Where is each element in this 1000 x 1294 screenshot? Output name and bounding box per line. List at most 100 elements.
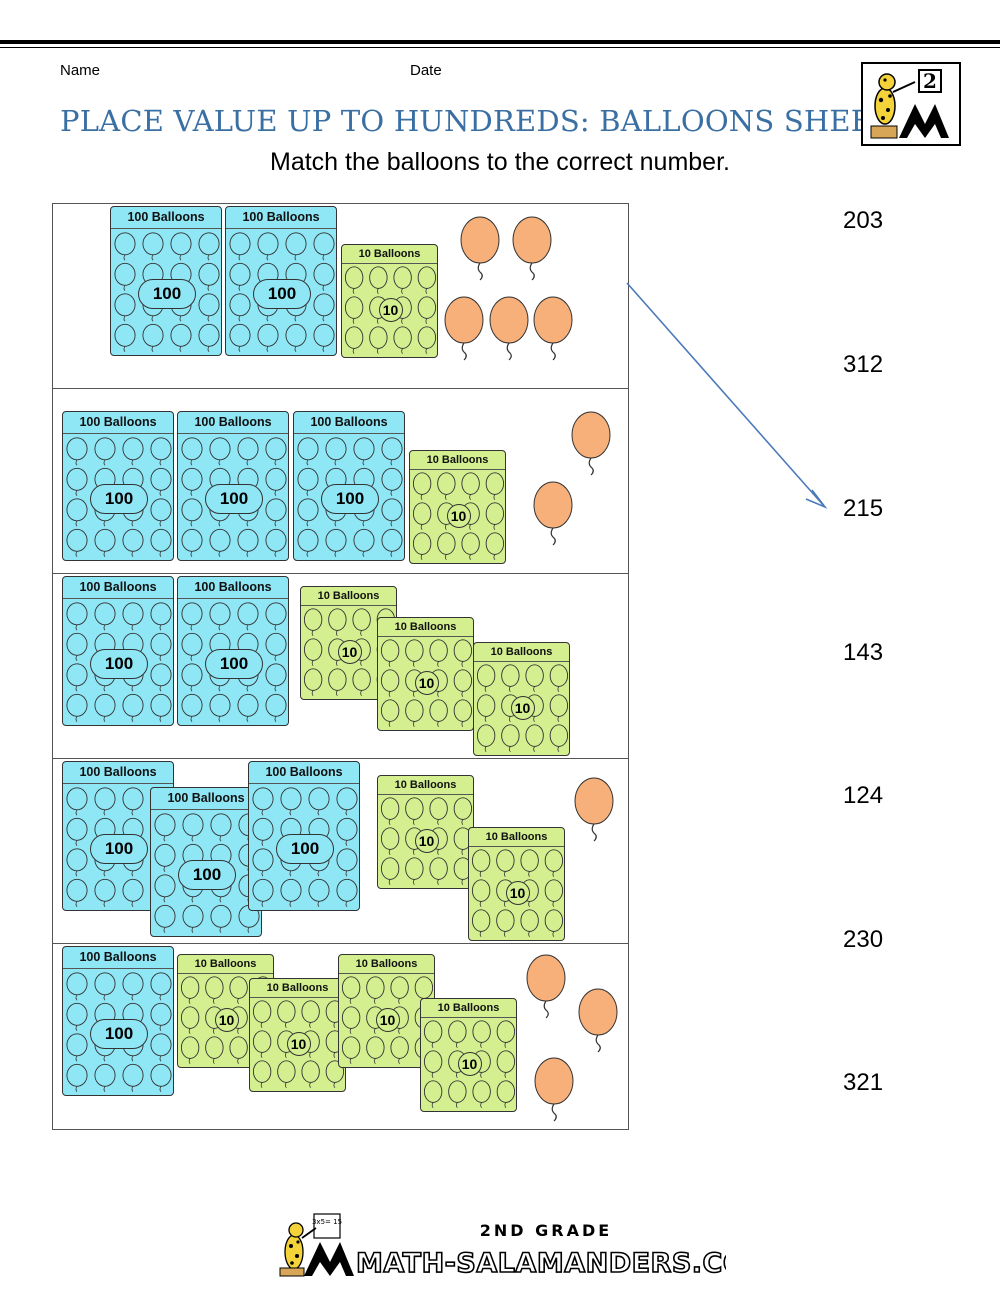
mini-balloon-string: [493, 494, 496, 501]
mini-balloon-outline: [150, 467, 172, 491]
mini-balloon-outline: [344, 296, 364, 319]
mini-balloon-string: [373, 1058, 376, 1065]
card-value-badge: 100: [90, 834, 148, 864]
mini-balloon-string: [207, 254, 210, 261]
answer-choice[interactable]: 215: [843, 495, 884, 522]
balloon-pattern: [423, 1020, 516, 1109]
mini-balloon-outline: [265, 663, 287, 687]
top-rule-thick: [0, 40, 1000, 44]
mini-balloon-string: [469, 554, 471, 561]
mini-balloon-outline: [417, 266, 437, 289]
mini-balloon-string: [306, 459, 309, 466]
mini-balloon-outline: [501, 724, 520, 747]
mini-balloon-outline: [237, 602, 259, 626]
mini-balloon-string: [274, 624, 277, 631]
balloon-row-3[interactable]: 100 Balloons 100 100 Balloons 100 10 Balloon…: [53, 574, 628, 759]
mini-balloon-string: [335, 630, 338, 637]
mini-balloon-outline: [265, 602, 287, 626]
salamander-icon: 2: [870, 69, 949, 139]
hundred-balloons-card: 100 Balloons 100: [62, 576, 174, 726]
answer-choice[interactable]: 321: [843, 1069, 884, 1096]
card-header-label: 100 Balloons: [178, 577, 288, 599]
balloon-row-4[interactable]: 100 Balloons 100 100 Balloons 100 100 Balloo…: [53, 759, 628, 944]
ten-balloons-card: 10 Balloons 10: [338, 954, 435, 1068]
mini-balloon-string: [508, 686, 511, 693]
card-value-badge: 100: [90, 1019, 148, 1049]
mini-balloon-string: [218, 624, 221, 631]
mini-balloon-outline: [66, 498, 88, 522]
mini-balloon-string: [425, 348, 428, 355]
mini-balloon-string: [159, 551, 162, 558]
mini-balloon-string: [131, 459, 134, 466]
mini-balloon-outline: [150, 632, 172, 656]
answer-choice[interactable]: 203: [843, 207, 884, 234]
mini-balloon-string: [274, 520, 277, 527]
mini-balloon-string: [159, 459, 162, 466]
balloon-row-1[interactable]: 100 Balloons 100 100 Balloons 100 10 Balloon…: [53, 204, 628, 389]
answer-choice[interactable]: 143: [843, 639, 884, 666]
mini-balloon-string: [163, 927, 166, 934]
mini-balloon-outline: [381, 528, 403, 552]
mini-balloon-string: [557, 686, 560, 693]
mini-balloon-string: [431, 1042, 434, 1049]
mini-balloon-string: [360, 690, 362, 697]
mini-balloon-outline: [476, 724, 496, 747]
mini-balloon-string: [493, 524, 496, 531]
mini-balloon-outline: [336, 878, 358, 902]
mini-balloon-string: [401, 318, 403, 325]
mini-balloon-string: [552, 901, 555, 908]
mini-balloon-string: [425, 288, 428, 295]
mini-balloon-string: [75, 655, 78, 662]
hundred-balloons-card: 100 Balloons 100: [110, 206, 222, 356]
balloon-row-2[interactable]: 100 Balloons 100 100 Balloons 100 100 Balloo…: [53, 389, 628, 574]
mini-balloon-outline: [417, 326, 437, 349]
mini-balloon-string: [352, 288, 355, 295]
mini-balloon-outline: [94, 693, 116, 717]
card-header-label: 10 Balloons: [178, 955, 273, 974]
answer-choice[interactable]: 312: [843, 351, 884, 378]
mini-balloon-string: [306, 551, 309, 558]
mini-balloon-string: [306, 520, 309, 527]
mini-balloon-string: [388, 691, 391, 698]
balloon-pattern: [229, 232, 335, 353]
mini-balloon-outline: [94, 528, 116, 552]
mini-balloon-string: [503, 931, 506, 938]
mini-balloon-string: [274, 459, 277, 466]
mini-balloon-outline: [525, 724, 544, 747]
mini-balloon-string: [333, 1082, 336, 1089]
mini-balloon-string: [131, 520, 134, 527]
mini-balloon-string: [455, 1042, 458, 1049]
card-value-badge: 10: [414, 829, 439, 853]
mini-balloon-outline: [341, 1036, 361, 1059]
mini-balloon-string: [528, 931, 530, 938]
mini-balloon-string: [345, 901, 348, 908]
mini-balloon-string: [266, 254, 269, 261]
mini-balloon-string: [390, 520, 393, 527]
mini-balloon-string: [322, 254, 325, 261]
mini-balloon-outline: [485, 532, 505, 555]
single-balloon-icon: [574, 777, 614, 842]
mini-balloon-outline: [210, 813, 232, 837]
answer-choice[interactable]: 124: [843, 782, 884, 809]
mini-balloon-outline: [544, 909, 564, 932]
mini-balloon-string: [207, 285, 210, 292]
mini-balloon-string: [261, 870, 264, 877]
mini-balloon-string: [334, 459, 337, 466]
mini-balloon-outline: [66, 467, 88, 491]
balloon-row-5[interactable]: 100 Balloons 100 10 Balloons 10 10 Balloons 1…: [53, 944, 628, 1129]
mini-balloon-string: [479, 931, 482, 938]
mini-balloon-outline: [325, 528, 347, 552]
mini-balloon-string: [219, 835, 222, 842]
mini-balloon-outline: [280, 787, 302, 811]
mini-balloon-string: [461, 691, 464, 698]
mini-balloon-string: [345, 870, 348, 877]
mini-balloon-outline: [336, 787, 358, 811]
mini-balloon-string: [103, 520, 106, 527]
mini-balloon-outline: [122, 602, 144, 626]
mini-balloon-string: [431, 1102, 434, 1109]
mini-balloon-outline: [150, 602, 172, 626]
mini-balloon-string: [484, 716, 487, 723]
answer-choice[interactable]: 230: [843, 926, 884, 953]
mini-balloon-outline: [229, 1036, 248, 1059]
mini-balloon-outline: [122, 693, 144, 717]
